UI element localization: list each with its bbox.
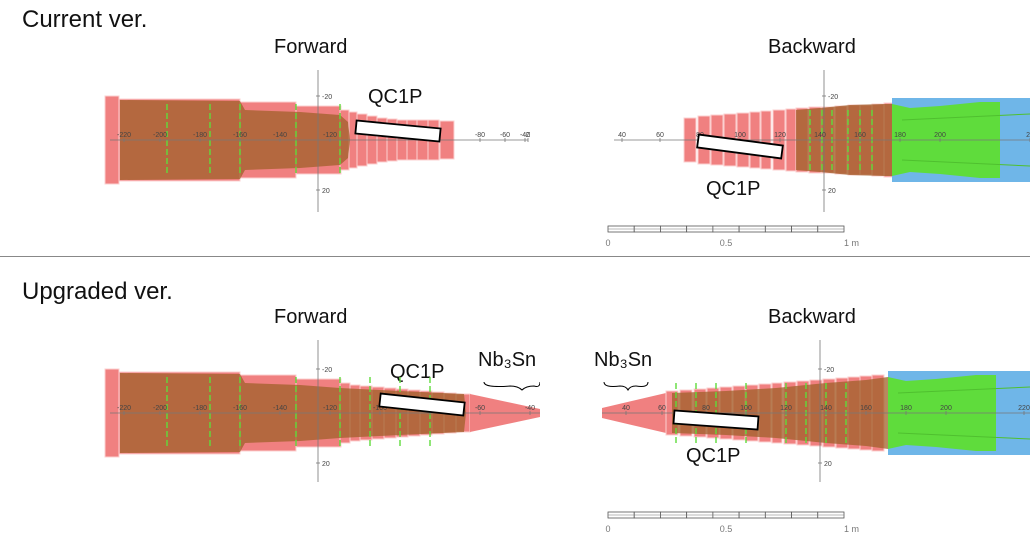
cf-x-tick-label: -220 (117, 132, 131, 139)
upgraded-forward-qc1p-label: QC1P (390, 361, 445, 383)
upgraded-scale-bar-label: 1 m (844, 524, 859, 534)
uf-x-tick-label: -100 (373, 405, 387, 412)
upgraded-scale-bar: 0 0.5 1 m (605, 511, 859, 534)
cb-qc1p-magnet (696, 133, 784, 160)
section-title-upgraded: Upgraded ver. (22, 278, 173, 305)
cb-x-tick-label: 60 (656, 132, 664, 139)
cf-x-tick-label: -40 (520, 132, 530, 139)
uf-y-tick-label: 20 (322, 461, 330, 468)
current-forward-view: -220 -200 -180 -160 -140 -120 -80 -60 -40Z -20 20 (104, 70, 531, 212)
cb-green-detail (901, 159, 1030, 167)
ub-nb3sn-brace (603, 381, 649, 392)
current-forward-title: Forward (274, 36, 348, 58)
uf-x-tick-label: -140 (273, 405, 287, 412)
ub-x-tick-label: 80 (702, 405, 710, 412)
cf-x-tick-label: -140 (273, 132, 287, 139)
current-backward-title: Backward (768, 36, 856, 58)
cb-green-detail (901, 113, 1030, 121)
cf-x-tick-label: -160 (233, 132, 247, 139)
upgraded-forward-title: Forward (274, 306, 348, 328)
cf-y-tick-label: -20 (322, 94, 332, 101)
upgraded-backward-qc1p-label: QC1P (686, 445, 741, 467)
ub-green-detail (897, 432, 1030, 440)
ub-x-tick-label: 180 (900, 405, 912, 412)
cb-y-tick-label: -20 (828, 94, 838, 101)
uf-x-tick-label: -180 (193, 405, 207, 412)
cf-y-tick-label: 20 (322, 188, 330, 195)
upgraded-forward-view: -220-200-180-160-140-120-100-80-60-40-20… (104, 340, 540, 482)
ub-y-tick-label: 20 (824, 461, 832, 468)
upgraded-backward-title: Backward (768, 306, 856, 328)
current-scale-bar: 0 0.5 1 m (605, 225, 859, 248)
current-backward-qc1p-label: QC1P (706, 178, 761, 200)
uf-x-tick-label: -40 (525, 405, 535, 412)
cb-x-tick-label: 200 (934, 132, 946, 139)
cb-x-tick-label: 22 (1026, 132, 1030, 139)
uf-x-tick-label: -60 (475, 405, 485, 412)
cf-x-tick-label: -60 (500, 132, 510, 139)
cf-x-tick-label: Z (526, 132, 531, 139)
ub-green-detail (897, 386, 1030, 394)
ub-x-tick-label: 220 (1018, 405, 1030, 412)
cf-x-tick-label: -120 (323, 132, 337, 139)
current-scale-bar-label: 0 (605, 238, 610, 248)
cf-x-tick-label: -180 (193, 132, 207, 139)
cf-x-tick-label: -80 (475, 132, 485, 139)
ub-x-tick-label: 60 (658, 405, 666, 412)
section-title-current: Current ver. (22, 6, 148, 33)
upgraded-scale-bar-label: 0 (605, 524, 610, 534)
ub-x-tick-label: 100 (740, 405, 752, 412)
ub-x-tick-label: 140 (820, 405, 832, 412)
uf-x-tick-label: -200 (153, 405, 167, 412)
cf-x-tick-label: -200 (153, 132, 167, 139)
ub-x-tick-label: 120 (780, 405, 792, 412)
cb-x-tick-label: 160 (854, 132, 866, 139)
ub-qc1p-magnet (672, 409, 760, 431)
ub-y-tick-label: -20 (824, 367, 834, 374)
upgraded-backward-view: 40 60 80 100 120 140 160 180 200 220 -20 20 (602, 340, 1030, 482)
uf-nb3sn-brace (483, 381, 540, 391)
current-forward-qc1p-label: QC1P (368, 86, 423, 108)
uf-x-tick-label: -160 (233, 405, 247, 412)
uf-y-tick-label: -20 (322, 367, 332, 374)
section-separator (0, 256, 1030, 257)
uf-x-tick-label: -120 (323, 405, 337, 412)
cf-qc1p-magnet (354, 119, 442, 143)
uf-x-tick-label: -220 (117, 405, 131, 412)
cb-x-tick-label: 180 (894, 132, 906, 139)
cb-y-tick-label: 20 (828, 188, 836, 195)
upgraded-forward-nb3sn-label: Nb₃Sn (478, 349, 537, 371)
upgraded-backward-nb3sn-label: Nb₃Sn (594, 349, 653, 371)
cb-x-tick-label: 100 (734, 132, 746, 139)
cb-x-tick-label: 140 (814, 132, 826, 139)
cb-x-tick-label: 40 (618, 132, 626, 139)
ub-x-tick-label: 160 (860, 405, 872, 412)
upgraded-scale-bar-label: 0.5 (720, 524, 733, 534)
cb-x-tick-label: 120 (774, 132, 786, 139)
current-scale-bar-label: 1 m (844, 238, 859, 248)
ub-x-tick-label: 40 (622, 405, 630, 412)
current-scale-bar-label: 0.5 (720, 238, 733, 248)
uf-qc1p-magnet (378, 392, 466, 417)
ub-x-tick-label: 200 (940, 405, 952, 412)
